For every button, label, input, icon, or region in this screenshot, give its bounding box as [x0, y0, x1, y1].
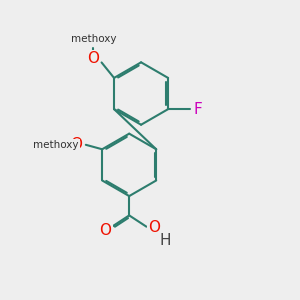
Text: O: O	[99, 223, 111, 238]
Text: methoxy: methoxy	[33, 140, 79, 150]
Text: O: O	[70, 137, 82, 152]
Text: F: F	[194, 102, 202, 117]
Text: O: O	[87, 51, 99, 66]
Text: H: H	[159, 232, 171, 247]
Text: methoxy: methoxy	[70, 34, 116, 44]
Text: O: O	[148, 220, 160, 236]
